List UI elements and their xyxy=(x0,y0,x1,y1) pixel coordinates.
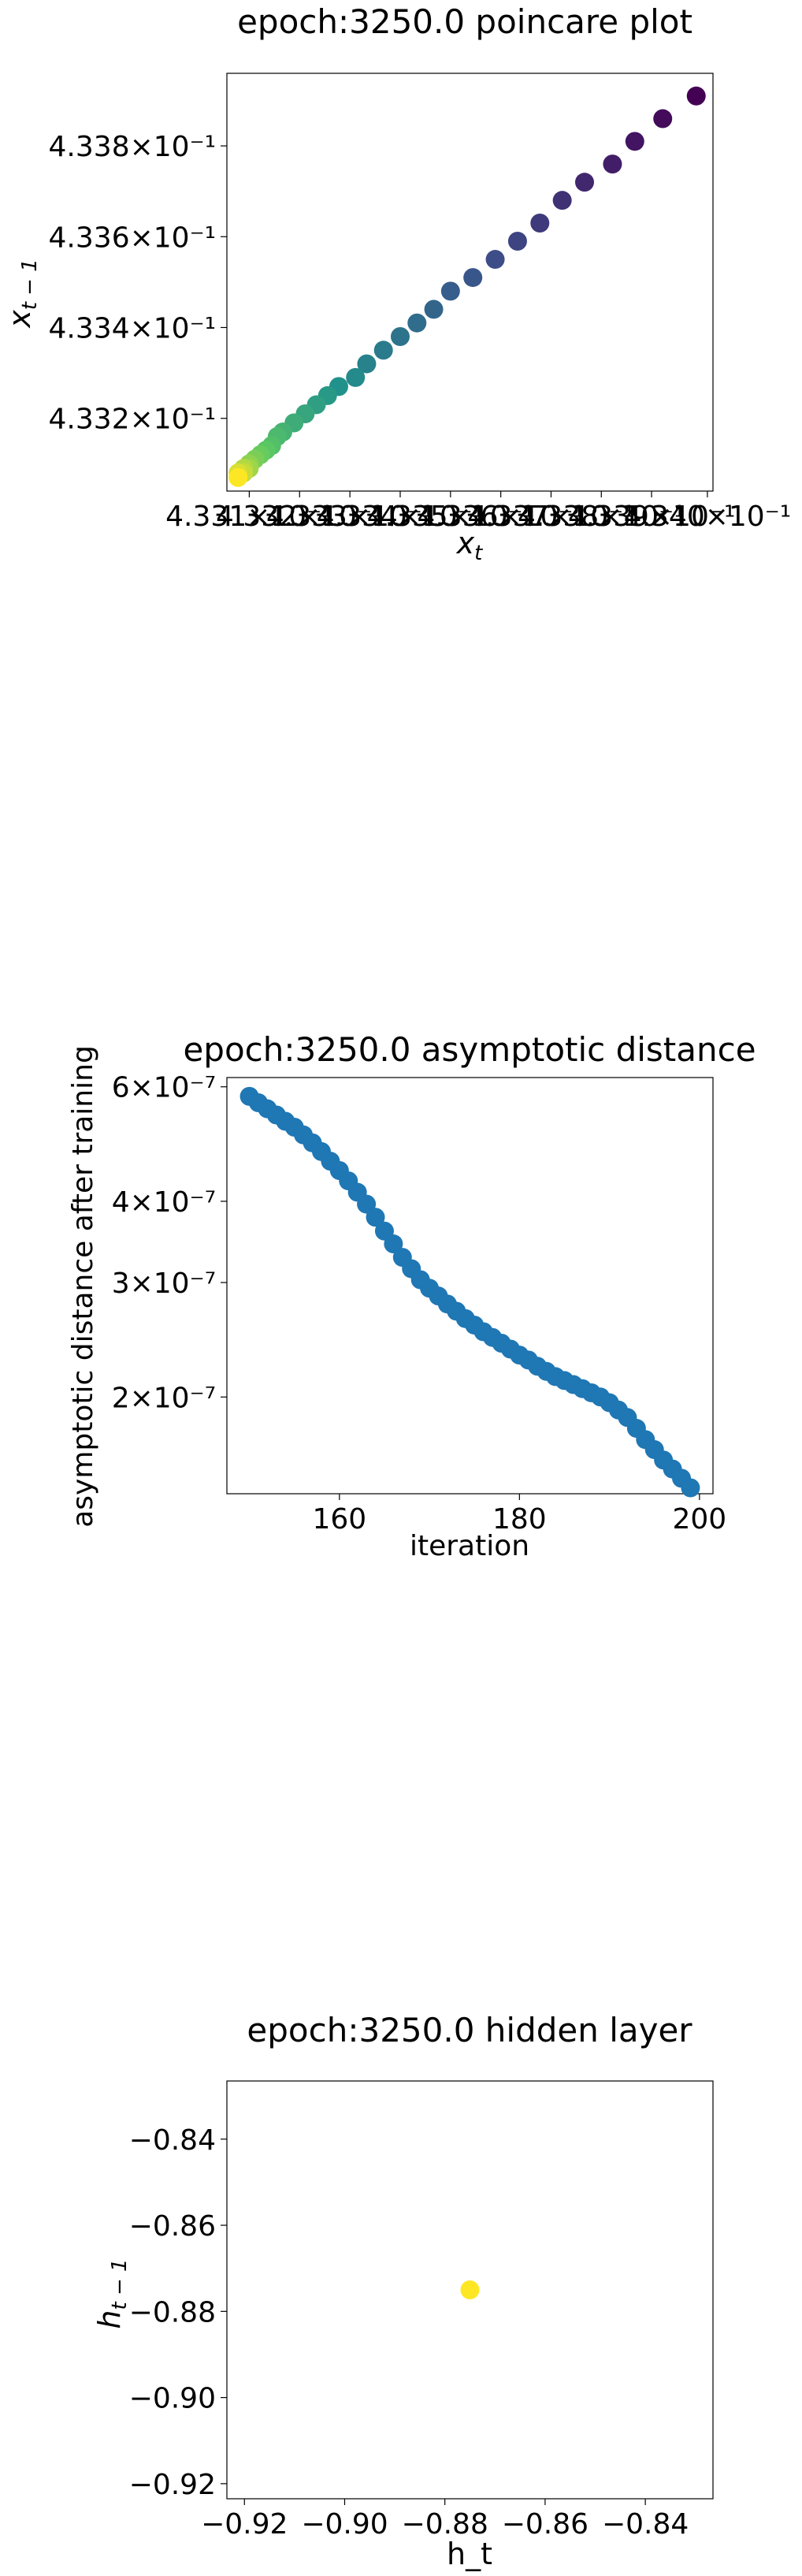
scatter-points xyxy=(460,2280,480,2299)
y-tick-label: −0.84 xyxy=(129,2124,216,2157)
x-axis-label: iteration xyxy=(410,1530,529,1562)
x-axis-ticks: −0.92 −0.90 −0.88 −0.86 −0.84 xyxy=(201,2499,689,2541)
x-tick-label: 180 xyxy=(492,1503,547,1536)
poincare-chart: epoch:3250.0 poincare plot 4.331×10⁻¹4.3… xyxy=(2,2,791,565)
scatter-point xyxy=(424,300,444,319)
scatter-point xyxy=(357,354,377,374)
scatter-point xyxy=(407,313,427,333)
x-tick-label: −0.84 xyxy=(602,2508,689,2541)
scatter-point xyxy=(507,232,527,251)
plot-frame xyxy=(226,1077,714,1495)
y-tick-label: 3×10⁻⁷ xyxy=(112,1268,216,1300)
x-tick-label: −0.90 xyxy=(301,2508,388,2541)
y-axis-ticks: 4.332×10⁻¹ 4.334×10⁻¹ 4.336×10⁻¹ 4.338×10⁻¹ xyxy=(49,131,227,436)
y-tick-label: −0.92 xyxy=(129,2469,216,2501)
y-tick-label: 4.336×10⁻¹ xyxy=(49,221,216,254)
scatter-points xyxy=(228,86,706,487)
x-tick-label: −0.88 xyxy=(402,2508,488,2541)
scatter-point xyxy=(552,191,572,210)
scatter-point xyxy=(440,281,460,301)
x-axis-label: xt xyxy=(456,526,484,565)
y-axis-ticks: 2×10⁻⁷ 3×10⁻⁷ 4×10⁻⁷ 6×10⁻⁷ xyxy=(112,1072,227,1414)
y-tick-label: 4.338×10⁻¹ xyxy=(49,131,216,163)
scatter-point xyxy=(603,154,622,174)
scatter-point xyxy=(346,367,366,387)
y-tick-label: 2×10⁻⁷ xyxy=(112,1382,216,1414)
x-tick-label: 160 xyxy=(312,1503,366,1536)
plot-frame xyxy=(226,73,714,492)
y-tick-label: 4×10⁻⁷ xyxy=(112,1186,216,1219)
y-tick-label: −0.90 xyxy=(129,2383,216,2415)
y-axis-label: asymptotic distance after training xyxy=(67,1045,99,1528)
scatter-point xyxy=(460,2280,480,2299)
x-tick-label: 4.334×10⁻¹ xyxy=(317,501,484,533)
chart-title: epoch:3250.0 hidden layer xyxy=(247,2011,692,2049)
hidden-layer-chart: epoch:3250.0 hidden layer −0.92 −0.90 −0.8… xyxy=(92,2011,714,2571)
scatter-point xyxy=(653,109,673,128)
x-tick-label: 4.340×10⁻¹ xyxy=(624,501,791,533)
scatter-point xyxy=(686,86,706,106)
scatter-points xyxy=(239,1086,700,1498)
scatter-point xyxy=(463,268,483,288)
x-tick-label: 4.335×10⁻¹ xyxy=(367,501,534,533)
x-tick-label: 4.336×10⁻¹ xyxy=(417,501,584,533)
x-tick-label: 4.337×10⁻¹ xyxy=(467,501,634,533)
scatter-point xyxy=(575,173,595,192)
scatter-point xyxy=(366,1208,385,1227)
x-tick-label: 4.331×10⁻¹ xyxy=(165,501,332,533)
x-tick-label: −0.86 xyxy=(502,2508,589,2541)
x-tick-label: 4.332×10⁻¹ xyxy=(216,501,383,533)
scatter-point xyxy=(530,213,550,233)
x-tick-label: −0.92 xyxy=(201,2508,288,2541)
x-tick-label: 4.339×10⁻¹ xyxy=(568,501,735,533)
y-tick-label: 4.334×10⁻¹ xyxy=(49,312,216,344)
y-axis-label: xt − 1 xyxy=(2,259,42,329)
scatter-point xyxy=(625,132,644,151)
x-tick-label: 4.333×10⁻¹ xyxy=(266,501,433,533)
chart-title: epoch:3250.0 asymptotic distance xyxy=(183,1030,756,1069)
x-tick-label: 200 xyxy=(673,1503,727,1536)
scatter-point xyxy=(485,250,505,270)
x-axis-ticks: 160 180 200 xyxy=(312,1494,726,1536)
y-axis-ticks: −0.92 −0.90 −0.88 −0.86 −0.84 xyxy=(129,2124,227,2501)
y-tick-label: 6×10⁻⁷ xyxy=(112,1072,216,1104)
scatter-point xyxy=(373,341,393,360)
asymptotic-distance-chart: epoch:3250.0 asymptotic distance 160 180 2… xyxy=(67,1030,756,1562)
x-axis-label: h_t xyxy=(447,2537,492,2571)
x-axis-ticks: 4.331×10⁻¹4.332×10⁻¹4.333×10⁻¹4.334×10⁻¹… xyxy=(165,491,791,533)
scatter-point xyxy=(384,1234,403,1254)
scatter-point xyxy=(681,1478,700,1498)
x-tick-label: 4.338×10⁻¹ xyxy=(518,501,685,533)
y-tick-label: −0.86 xyxy=(129,2210,216,2243)
scatter-point xyxy=(228,467,248,487)
plot-frame xyxy=(226,2080,714,2500)
chart-title: epoch:3250.0 poincare plot xyxy=(237,2,692,41)
scatter-point xyxy=(390,326,410,346)
y-axis-label: ht − 1 xyxy=(92,2258,132,2328)
y-tick-label: −0.88 xyxy=(129,2296,216,2328)
y-tick-label: 4.332×10⁻¹ xyxy=(49,404,216,436)
